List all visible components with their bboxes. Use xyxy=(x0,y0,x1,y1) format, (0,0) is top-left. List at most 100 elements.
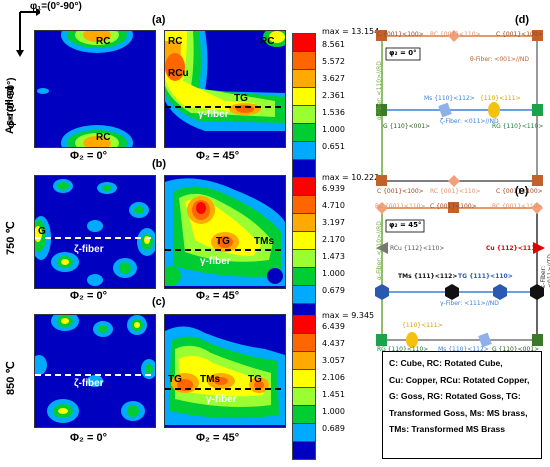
diagram-e-cu: Cu {112}<111> xyxy=(486,245,541,252)
diagram-e-alpha-fiber: α-Fiber: <110>//RD xyxy=(376,221,383,280)
diagram-d-zeta-fiber: ζ-Fiber: <011>//ND xyxy=(440,118,499,125)
diagram-d xyxy=(376,30,543,187)
map-label: RC xyxy=(96,36,111,47)
level: 1.000 xyxy=(322,407,345,416)
phi1-axis-label: φ₁=(0°-90°) xyxy=(30,1,82,12)
odf-map-b-phi0 xyxy=(34,175,156,289)
diagram-e-label: C {001}<100> xyxy=(430,203,477,210)
level: 4.710 xyxy=(322,201,345,210)
diagram-d-theta-fiber: θ-Fiber: <001>//ND xyxy=(470,56,529,63)
map-label: TG xyxy=(168,374,182,385)
diagram-e-label: Ms {110}<112> xyxy=(438,346,489,353)
level: 3.057 xyxy=(322,356,345,365)
colorbar-a xyxy=(292,33,316,178)
diagram-d-label: Ms {110}<112> xyxy=(424,95,475,102)
level: 1.536 xyxy=(322,108,345,117)
diagram-d-label: RG {110}<110> xyxy=(492,123,544,130)
diagram-e-label: RG {110}<110> xyxy=(377,346,429,353)
diagram-e-gamma-fiber: γ-Fiber: <111>//ND xyxy=(440,300,499,307)
max-value-b: max = 10.222 xyxy=(322,173,380,182)
map-label: ζ-fiber xyxy=(74,244,104,255)
diagram-e-label: RC {001}<110> xyxy=(492,203,543,210)
diagram-d-alpha-fiber: α-Fiber: <110>//RD xyxy=(376,61,383,120)
panel-b-letter: (b) xyxy=(152,158,167,170)
map-label: RC xyxy=(260,36,275,47)
level: 2.361 xyxy=(322,91,345,100)
diagram-d-phi2: φ₂ = 0° xyxy=(389,49,417,57)
level: 2.106 xyxy=(322,373,345,382)
row-label-850: 850 ℃ xyxy=(5,361,17,395)
level: 1.000 xyxy=(322,269,345,278)
diagram-e-rcu: RCu {112}<110> xyxy=(390,245,445,252)
row-label-as-rolled: As-rolled xyxy=(4,86,16,134)
panel-b-right-title: Φ₂ = 45° xyxy=(196,290,240,302)
level: 1.000 xyxy=(322,125,345,134)
level: 3.627 xyxy=(322,74,345,83)
legend-line: Cu: Copper, RCu: Rotated Copper, xyxy=(389,374,530,385)
panel-a-left-title: Φ₂ = 0° xyxy=(70,150,107,162)
diagram-e-phi2: φ₂ = 45° xyxy=(389,221,422,229)
odf-map-c-phi45 xyxy=(164,314,286,428)
legend-line: TMs: Transformed MS Brass xyxy=(389,424,506,434)
odf-map-b-phi45 xyxy=(164,175,286,289)
max-value-c: max = 9.345 xyxy=(322,311,375,320)
map-label: γ-fiber xyxy=(198,109,229,120)
diagram-d-label: C {001}<100> xyxy=(377,31,424,38)
map-label: TG xyxy=(248,374,262,385)
row-label-750: 750 ℃ xyxy=(5,221,17,255)
odf-map-a-phi0 xyxy=(34,30,156,148)
diagram-d-label: RC {001}<110> xyxy=(430,188,481,195)
colorbar-b-levels: 6.939 4.710 3.197 2.170 1.473 1.000 0.679 xyxy=(322,180,345,299)
map-label: RC xyxy=(96,132,111,143)
map-label: G xyxy=(38,226,46,237)
colorbar-b xyxy=(292,177,316,322)
diagram-e-eps-fiber: ε-Fiber: <011>//TD xyxy=(540,254,550,288)
level: 5.572 xyxy=(322,57,345,66)
level: 1.473 xyxy=(322,252,345,261)
diagram-d-label: RC {001}<110> xyxy=(430,31,481,38)
legend-line: C: Cube, RC: Rotated Cube, xyxy=(389,358,503,368)
diagram-e-label: G {110}<001> xyxy=(492,346,540,353)
panel-d-letter: (d) xyxy=(515,14,530,26)
map-label: RCu xyxy=(168,68,189,79)
diagram-e-bottom-top-label: {110}<111> xyxy=(402,322,443,329)
map-label: γ-fiber xyxy=(200,256,231,267)
max-value-a: max = 13.154 xyxy=(322,27,380,36)
level: 0.679 xyxy=(322,286,345,295)
level: 4.437 xyxy=(322,339,345,348)
panel-c-left-title: Φ₂ = 0° xyxy=(70,432,107,444)
level: 8.561 xyxy=(322,40,345,49)
odf-map-c-phi0 xyxy=(34,314,156,428)
level: 2.170 xyxy=(322,235,345,244)
phi-axes xyxy=(0,0,40,60)
level: 6.939 xyxy=(322,184,345,193)
diagram-d-label: C {001}<100> xyxy=(496,31,543,38)
panel-e-letter: (e) xyxy=(515,185,529,197)
legend-line: G: Goss, RG: Rotated Goss, TG: xyxy=(389,391,521,401)
level: 3.197 xyxy=(322,218,345,227)
abbreviation-legend: C: Cube, RC: Rotated Cube, Cu: Copper, R… xyxy=(382,351,542,459)
diagram-e xyxy=(375,202,545,348)
map-label: ζ-fiber xyxy=(74,378,104,389)
map-label: γ-fiber xyxy=(206,394,237,405)
colorbar-a-levels: 8.561 5.572 3.627 2.361 1.536 1.000 0.651 xyxy=(322,36,345,155)
diagram-e-tms: TMs {111}<112> xyxy=(398,273,458,280)
map-label: RC xyxy=(168,36,183,47)
level: 0.689 xyxy=(322,424,345,433)
colorbar-c xyxy=(292,315,316,460)
panel-c-right-title: Φ₂ = 45° xyxy=(196,432,240,444)
map-label: TG xyxy=(234,93,248,104)
diagram-e-label: RC {001}<110> xyxy=(375,203,426,210)
level: 6.439 xyxy=(322,322,345,331)
panel-a-letter: (a) xyxy=(152,14,166,26)
odf-map-a-phi45 xyxy=(164,30,286,148)
diagram-d-label: G {110}<001> xyxy=(383,123,431,130)
panel-b-left-title: Φ₂ = 0° xyxy=(70,290,107,302)
colorbar-c-levels: 6.439 4.437 3.057 2.106 1.451 1.000 0.689 xyxy=(322,318,345,437)
diagram-d-label: {110}<111> xyxy=(480,95,521,102)
legend-line: Transformed Goss, Ms: MS brass, xyxy=(389,407,528,418)
level: 0.651 xyxy=(322,142,345,151)
panel-c-letter: (c) xyxy=(152,296,166,308)
map-label: TG xyxy=(216,236,230,247)
diagram-e-tg: TG {111}<110> xyxy=(458,273,513,280)
